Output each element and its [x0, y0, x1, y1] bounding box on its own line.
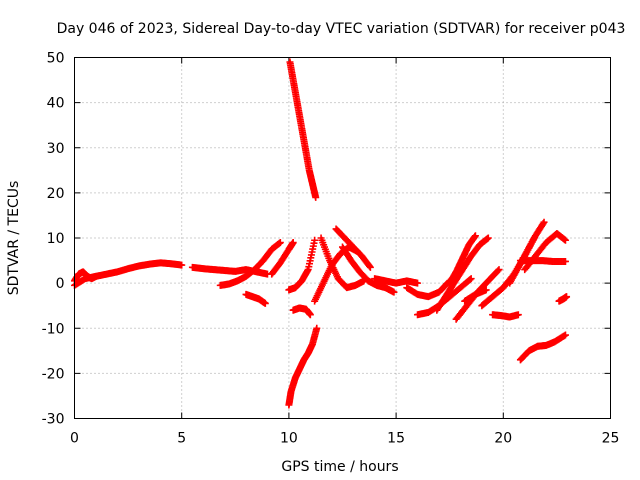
series-sat-u: [461, 286, 490, 305]
data-point: [366, 263, 374, 271]
data-point: [482, 286, 490, 294]
y-tick-label: 50: [47, 51, 65, 67]
data-point: [312, 193, 320, 201]
series-sat-l: [317, 234, 368, 292]
series-sat-ab: [555, 293, 571, 305]
data-point: [514, 311, 522, 319]
data-point: [276, 239, 284, 247]
data-point: [471, 232, 479, 240]
series-sat-n: [339, 243, 398, 296]
data-point: [494, 267, 502, 275]
series-sat-b: [71, 259, 186, 289]
y-tick-label: -20: [42, 366, 65, 382]
data-point: [289, 239, 297, 247]
y-tick-label: -10: [42, 321, 65, 337]
data-point: [178, 261, 186, 269]
axis-ticks: 0 5 10 15 20 25 -30 -20 -10 0 10 20 30 40 50: [42, 51, 620, 447]
data-point: [561, 331, 569, 339]
y-tick-label: 30: [47, 141, 65, 157]
series-sat-s: [446, 232, 479, 287]
x-tick-label: 15: [387, 431, 405, 447]
data-point: [539, 220, 547, 228]
data-point: [261, 299, 269, 307]
data-point: [390, 288, 398, 296]
y-tick-label: -30: [42, 412, 65, 428]
plot-frame: [74, 57, 611, 419]
x-axis-label: GPS time / hours: [281, 459, 398, 475]
data-point: [563, 293, 571, 301]
chart-title: Day 046 of 2023, Sidereal Day-to-day VTE…: [57, 21, 626, 37]
data-point: [366, 262, 374, 270]
y-tick-label: 10: [47, 231, 65, 247]
data-point: [484, 234, 492, 242]
y-tick-label: 40: [47, 96, 65, 112]
series-sat-aa: [516, 331, 569, 364]
data-point: [561, 257, 569, 265]
y-axis-label: SDTVAR / TECUs: [6, 181, 22, 296]
x-tick-label: 10: [280, 431, 298, 447]
y-tick-label: 0: [56, 276, 65, 292]
series-sat-g: [286, 58, 320, 201]
series-sat-r: [433, 234, 492, 314]
series-sat-w: [489, 311, 522, 321]
series-sat-d: [216, 239, 284, 289]
data-point: [495, 266, 503, 274]
x-tick-label: 0: [70, 431, 79, 447]
data-point: [561, 236, 569, 244]
data-point: [540, 218, 548, 226]
series-sat-o: [371, 275, 422, 287]
data-point: [414, 279, 422, 287]
data-point: [466, 276, 474, 284]
data-point: [306, 311, 314, 319]
series-sat-h: [285, 324, 321, 409]
x-tick-label: 25: [602, 431, 620, 447]
series-sat-i: [285, 236, 319, 294]
data-point: [311, 236, 319, 244]
series-sat-e: [242, 290, 269, 307]
data-point: [313, 324, 321, 332]
series-sat-j: [289, 304, 314, 319]
series-sat-p: [403, 277, 454, 301]
series-sat-f: [268, 239, 297, 278]
series-sat-m: [332, 225, 374, 271]
series-sat-y: [516, 257, 569, 265]
data-points: [71, 58, 571, 409]
y-tick-label: 20: [47, 186, 65, 202]
series-sat-z: [521, 229, 569, 274]
data-point: [467, 275, 475, 283]
x-tick-label: 20: [494, 431, 512, 447]
x-tick-label: 5: [177, 431, 186, 447]
